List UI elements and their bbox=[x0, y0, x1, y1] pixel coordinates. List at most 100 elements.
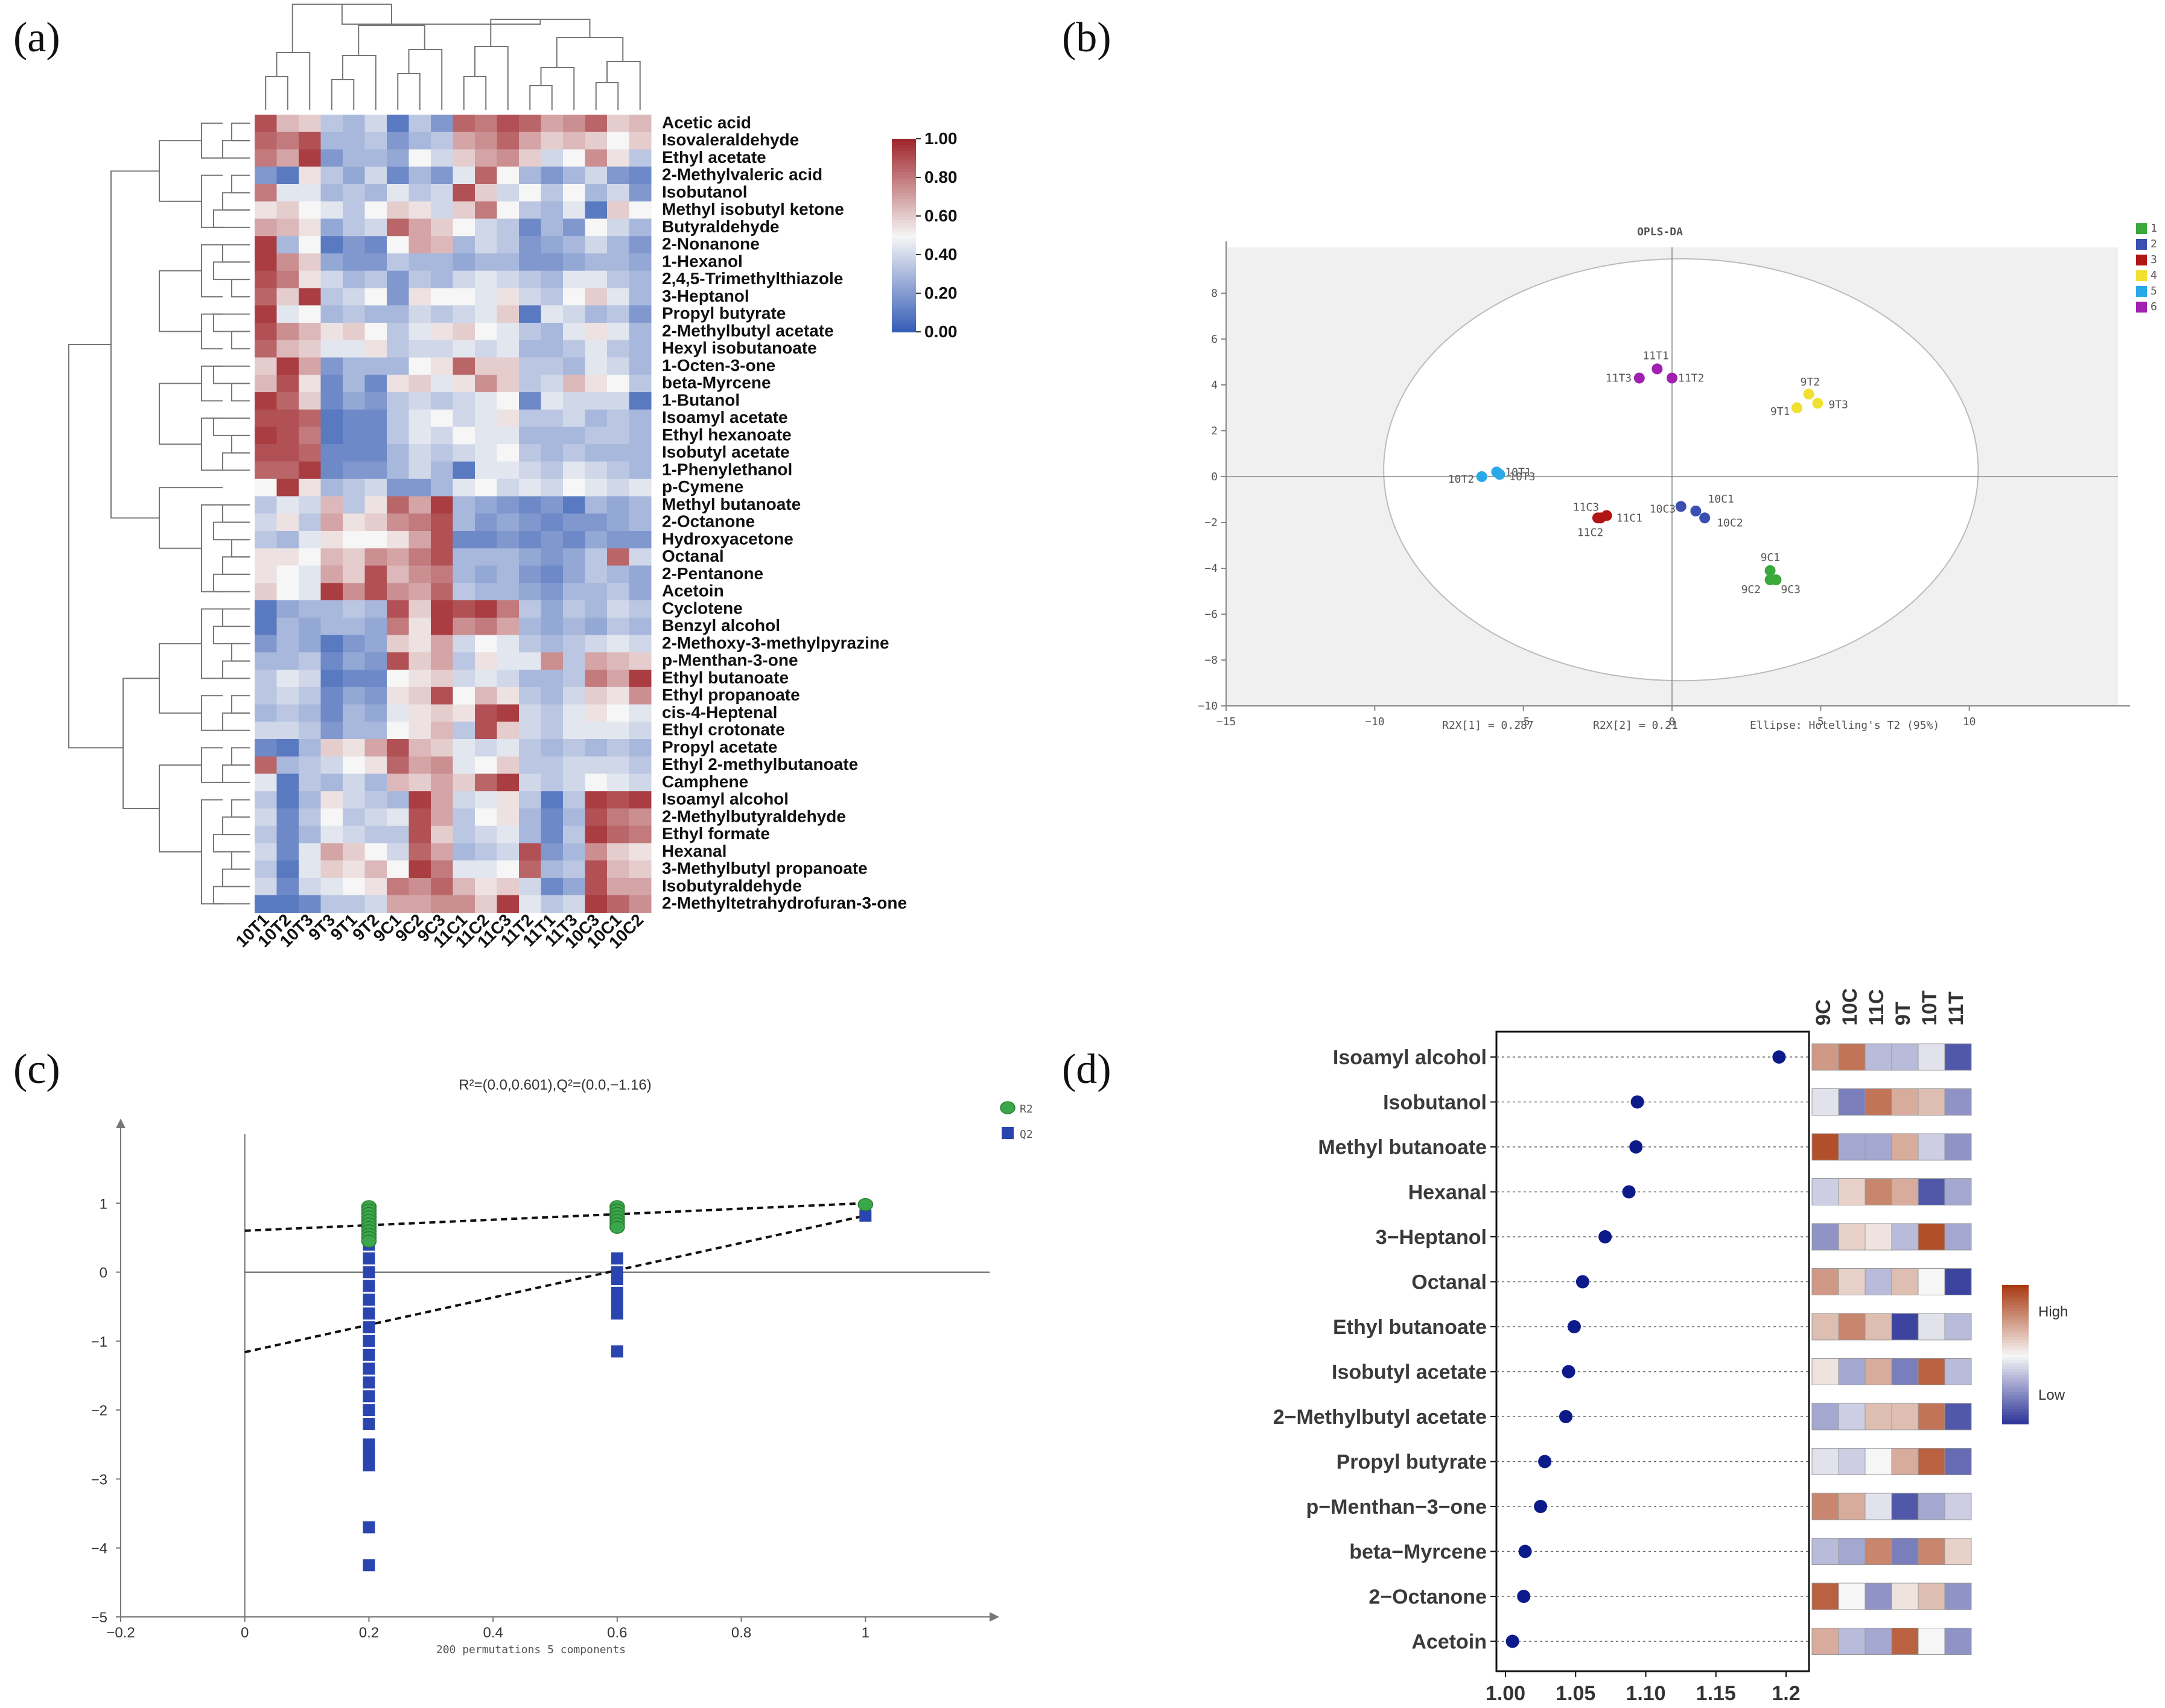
heatmap-cell bbox=[475, 843, 497, 861]
heatmap-cell bbox=[541, 548, 564, 566]
vip-heatmap-cell bbox=[1918, 1313, 1945, 1341]
heatmap-cell bbox=[431, 392, 453, 410]
heatmap-cell bbox=[453, 392, 475, 410]
heatmap-cell bbox=[585, 756, 608, 774]
heatmap-cell bbox=[629, 496, 652, 514]
heatmap-cell bbox=[475, 687, 497, 705]
heatmap-cell bbox=[343, 791, 365, 809]
vip-heatmap-col-label: 11T bbox=[1945, 991, 1968, 1026]
heatmap-cell bbox=[475, 132, 497, 150]
heatmap-cell bbox=[607, 167, 629, 185]
heatmap-cell bbox=[475, 444, 497, 462]
heatmap-cell bbox=[607, 687, 629, 705]
dendrogram-branch bbox=[231, 747, 250, 766]
y-tick-label: 6 bbox=[1211, 333, 1218, 346]
heatmap-cell bbox=[255, 340, 277, 358]
dendrogram-branch bbox=[222, 452, 250, 471]
colorbar-segment bbox=[892, 223, 916, 227]
heatmap-cell bbox=[497, 253, 520, 271]
heatmap-cell bbox=[541, 825, 564, 843]
heatmap-cell bbox=[607, 478, 629, 497]
heatmap-cell bbox=[585, 670, 608, 688]
heatmap-cell bbox=[276, 513, 299, 532]
colorbar-segment bbox=[892, 229, 916, 233]
heatmap-cell bbox=[453, 132, 475, 150]
score-point-label: 10C1 bbox=[1708, 493, 1734, 506]
heatmap-cell bbox=[255, 843, 277, 861]
heatmap-cell bbox=[343, 860, 365, 878]
heatmap-cell bbox=[409, 878, 431, 896]
heatmap-cell bbox=[629, 409, 652, 427]
heatmap-cell bbox=[364, 427, 387, 445]
heatmap-cell bbox=[453, 600, 475, 618]
dendrogram-branch bbox=[159, 764, 202, 852]
colorbar-segment bbox=[892, 160, 916, 163]
heatmap-cell bbox=[255, 357, 277, 375]
heatmap-cell bbox=[343, 115, 365, 133]
heatmap-cell bbox=[563, 409, 585, 427]
heatmap-cell bbox=[409, 825, 431, 843]
heatmap-cell bbox=[364, 270, 387, 288]
heatmap-cell bbox=[387, 687, 409, 705]
vip-heatmap-cell bbox=[1944, 1088, 1972, 1116]
dendrogram-branch bbox=[276, 52, 311, 110]
colorbar-segment bbox=[892, 205, 916, 209]
heatmap-cell bbox=[541, 773, 564, 792]
heatmap-cell bbox=[607, 843, 629, 861]
dendrogram-branch bbox=[231, 331, 250, 350]
heatmap-cell bbox=[497, 878, 520, 896]
heatmap-cell bbox=[629, 548, 652, 566]
x-tick-label: 10 bbox=[1963, 716, 1976, 728]
heatmap-cell bbox=[431, 739, 453, 757]
heatmap-cell bbox=[387, 878, 409, 896]
heatmap-cell bbox=[364, 617, 387, 635]
heatmap-cell bbox=[343, 843, 365, 861]
heatmap-cell bbox=[453, 478, 475, 497]
colorbar-segment bbox=[892, 305, 916, 308]
heatmap-cell bbox=[343, 392, 365, 410]
vip-heatmap-cell bbox=[1918, 1538, 1945, 1565]
heatmap-cell bbox=[497, 357, 520, 375]
vip-heatmap-cell bbox=[1865, 1178, 1892, 1205]
heatmap-cell bbox=[431, 115, 453, 133]
heatmap-cell bbox=[519, 756, 541, 774]
colorbar-segment bbox=[892, 241, 916, 245]
heatmap-cell bbox=[519, 548, 541, 566]
heatmap-cell bbox=[299, 167, 321, 185]
colorbar-segment bbox=[892, 323, 916, 326]
heatmap-cell bbox=[255, 548, 277, 566]
colorbar-segment bbox=[892, 329, 916, 332]
vip-heatmap-cell bbox=[1838, 1223, 1866, 1251]
dendrogram-branch bbox=[213, 417, 250, 436]
heatmap-cell bbox=[364, 670, 387, 688]
heatmap-cell bbox=[431, 843, 453, 861]
vip-heatmap-cell bbox=[1811, 1583, 1839, 1610]
heatmap-cell bbox=[431, 444, 453, 462]
dendrogram-branch bbox=[222, 660, 250, 679]
heatmap-cell bbox=[629, 739, 652, 757]
heatmap-cell bbox=[607, 462, 629, 480]
q2-point bbox=[859, 1209, 872, 1222]
heatmap-cell bbox=[585, 444, 608, 462]
heatmap-cell bbox=[541, 270, 564, 288]
compound-label: Isoamyl alcohol bbox=[1333, 1046, 1487, 1069]
heatmap-cell bbox=[497, 444, 520, 462]
heatmap-cell bbox=[409, 201, 431, 219]
heatmap-cell bbox=[299, 687, 321, 705]
heatmap-cell bbox=[585, 878, 608, 896]
axis-footnote: R2X[1] = 0.287 bbox=[1442, 719, 1534, 732]
heatmap-cell bbox=[607, 357, 629, 375]
heatmap-cell bbox=[607, 860, 629, 878]
heatmap-cell bbox=[255, 808, 277, 827]
q2-point bbox=[363, 1459, 375, 1471]
colorbar-segment bbox=[892, 220, 916, 224]
y-tick-label: −1 bbox=[91, 1334, 107, 1350]
y-tick-label: −5 bbox=[91, 1610, 107, 1626]
heatmap-cell bbox=[364, 253, 387, 271]
heatmap-cell bbox=[320, 670, 343, 688]
heatmap-cell bbox=[409, 687, 431, 705]
dendrogram-branch bbox=[201, 174, 223, 228]
heatmap-cell bbox=[299, 427, 321, 445]
heatmap-cell bbox=[299, 895, 321, 913]
heatmap-cell bbox=[541, 184, 564, 202]
